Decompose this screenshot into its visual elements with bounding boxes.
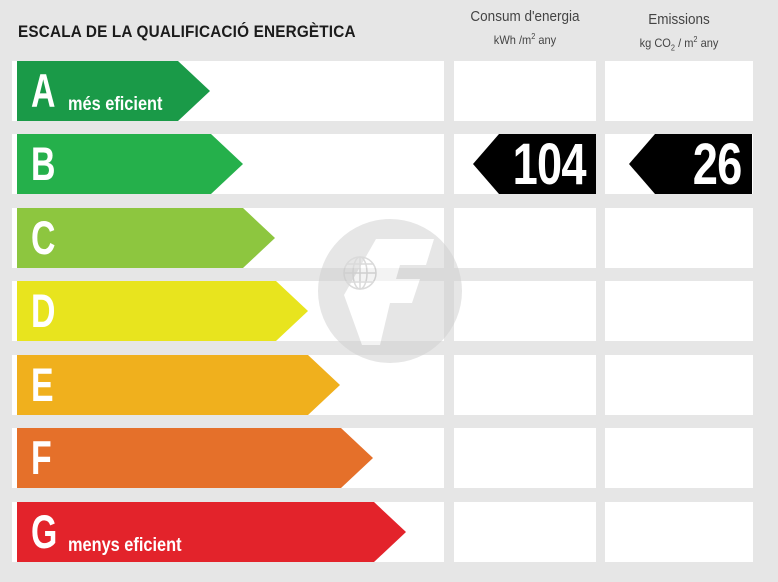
consum-label: Consum d'energia	[470, 8, 580, 25]
emissions-rating-tag-value: 26	[693, 132, 743, 197]
watermark-logo-icon	[316, 217, 464, 365]
rating-sublabel: menys eficient	[68, 535, 182, 556]
emissions-cell-d	[605, 281, 753, 341]
consum-cell-f	[454, 428, 596, 488]
rating-letter: E	[31, 358, 54, 411]
emissions-cell-a	[605, 61, 753, 121]
emissions-cell-f	[605, 428, 753, 488]
rating-bar-d: D	[17, 281, 308, 341]
rating-letter: G	[31, 505, 58, 558]
consum-unit: kWh /m2 any	[493, 32, 557, 47]
consum-cell-d	[454, 281, 596, 341]
emissions-cell-c	[605, 208, 753, 268]
rating-letter: F	[31, 431, 52, 484]
rating-bar-c: C	[17, 208, 275, 268]
consum-cell-a	[454, 61, 596, 121]
consum-rating-tag-value: 104	[512, 132, 587, 197]
consum-cell-c	[454, 208, 596, 268]
consum-cell-g	[454, 502, 596, 562]
consum-cell-e	[454, 355, 596, 415]
rating-letter: D	[31, 284, 56, 337]
emissions-cell-g	[605, 502, 753, 562]
rating-bar-f: F	[17, 428, 373, 488]
consum-column-header: Consum d'energia kWh /m2 any	[454, 8, 596, 48]
emissions-unit: kg CO2 / m2 any	[639, 35, 719, 53]
rating-bar-e: E	[17, 355, 340, 415]
emissions-cell-e	[605, 355, 753, 415]
scale-title: ESCALA DE LA QUALIFICACIÓ ENERGÈTICA	[18, 22, 356, 41]
emissions-rating-tag: 26	[629, 132, 752, 197]
rating-sublabel: més eficient	[68, 94, 163, 115]
rating-bar-b: B	[17, 134, 243, 194]
rating-letter: C	[31, 211, 56, 264]
emissions-column-header: Emissions kg CO2 / m2 any	[605, 11, 753, 56]
rating-letter: A	[31, 64, 56, 117]
emissions-label: Emissions	[648, 11, 710, 28]
consum-rating-tag: 104	[473, 132, 596, 197]
rating-letter: B	[31, 137, 56, 190]
